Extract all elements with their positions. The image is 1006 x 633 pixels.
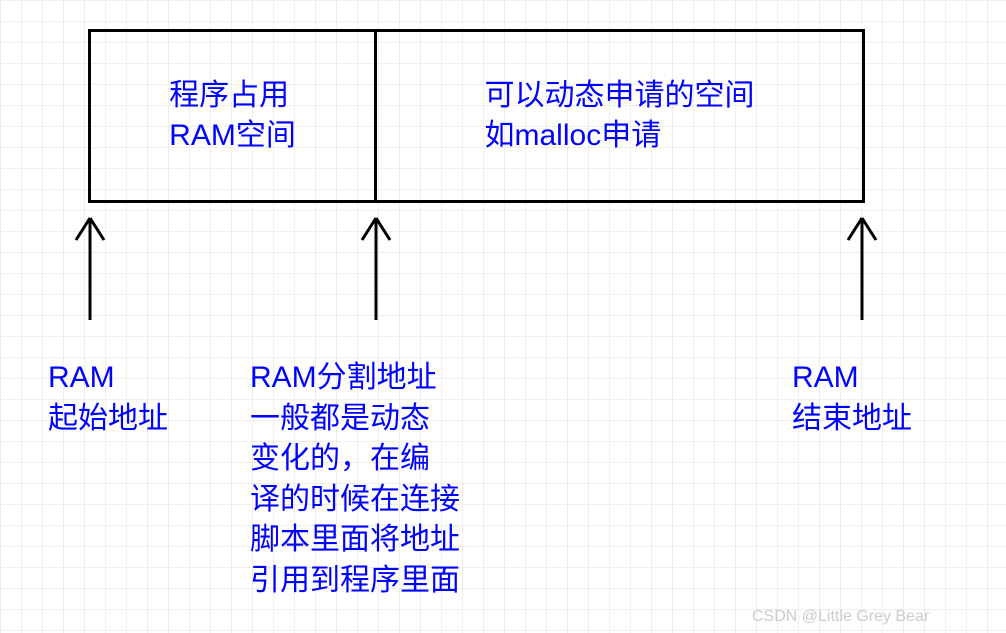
label-ram-split: RAM分割地址 一般都是动态 变化的，在编 译的时候在连接 脚本里面将地址 引用… xyxy=(250,358,460,601)
label-ram-start: RAM 起始地址 xyxy=(48,358,168,439)
box-dynamic-alloc: 可以动态申请的空间 如malloc申请 xyxy=(374,29,865,203)
arrow-ram-end xyxy=(846,216,878,322)
box-program-ram: 程序占用 RAM空间 xyxy=(88,29,377,203)
watermark-text: CSDN @Little Grey Bear xyxy=(752,608,929,626)
arrow-ram-start xyxy=(74,216,106,322)
arrow-ram-split xyxy=(360,216,392,322)
box-program-ram-text: 程序占用 RAM空间 xyxy=(169,76,296,157)
box-dynamic-alloc-text: 可以动态申请的空间 如malloc申请 xyxy=(485,76,755,157)
label-ram-end: RAM 结束地址 xyxy=(792,358,912,439)
diagram-stage: 程序占用 RAM空间 可以动态申请的空间 如malloc申请 RAM 起始地址 … xyxy=(0,0,1006,633)
